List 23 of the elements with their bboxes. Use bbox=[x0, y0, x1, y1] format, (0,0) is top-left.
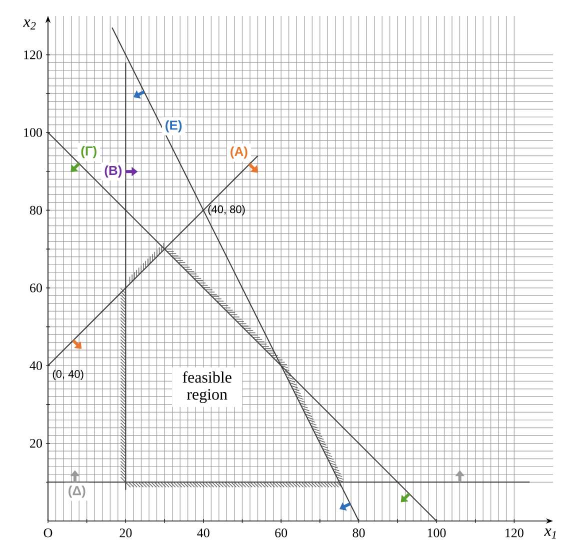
x-tick-label: 60 bbox=[275, 528, 288, 538]
series-label: (B) bbox=[104, 166, 122, 178]
series-label: (A) bbox=[230, 146, 248, 159]
y-tick-label: 60 bbox=[30, 284, 42, 292]
x-tick-label: 100 bbox=[428, 528, 446, 538]
x-tick-label: 120 bbox=[506, 528, 524, 538]
annotation: (40, 80) bbox=[208, 205, 245, 216]
annotation: feasible region bbox=[182, 371, 232, 404]
series-label: (Δ) bbox=[68, 486, 86, 498]
y-tick-label: 20 bbox=[30, 438, 42, 448]
y-tick-label: 80 bbox=[30, 206, 42, 215]
series-label: (E) bbox=[166, 120, 182, 132]
annotation: (0, 40) bbox=[52, 370, 84, 380]
y-tick-label: 120 bbox=[24, 50, 42, 60]
series-label: (Γ) bbox=[81, 146, 96, 158]
x-tick-label: 20 bbox=[120, 528, 132, 538]
y-tick-label: 100 bbox=[24, 128, 42, 137]
y-axis-title: x$_{2}$ bbox=[23, 20, 36, 30]
x-axis-title: x$_{1}$ bbox=[544, 528, 556, 538]
y-tick-label: 40 bbox=[30, 361, 42, 370]
x-tick-label: 40 bbox=[197, 528, 210, 538]
x-tick-label: 80 bbox=[352, 528, 365, 538]
x-tick-label: O bbox=[44, 528, 52, 538]
